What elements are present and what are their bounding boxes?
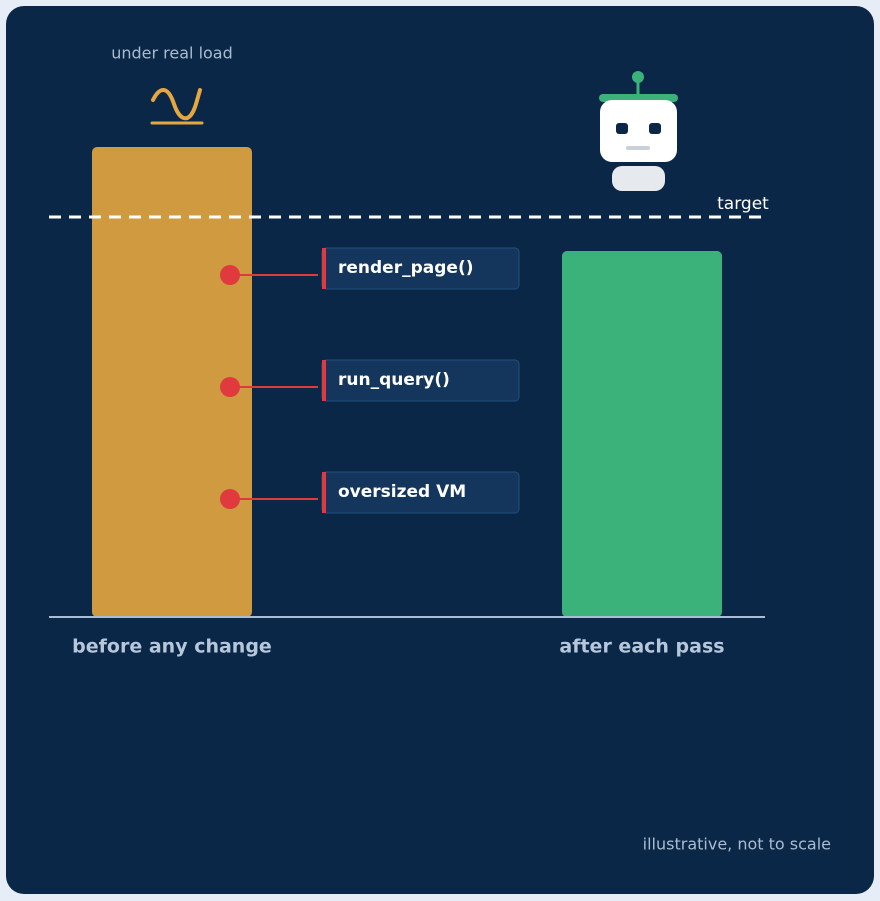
wave-icon bbox=[150, 88, 204, 125]
hotspot bbox=[220, 265, 240, 285]
hotspot bbox=[220, 377, 240, 397]
callout-label: run_query() bbox=[338, 370, 450, 390]
callout-label: oversized VM bbox=[338, 482, 466, 502]
bar-label: before any change bbox=[72, 636, 272, 658]
hotspot bbox=[220, 489, 240, 509]
callout-label: render_page() bbox=[338, 258, 473, 278]
target-label: target bbox=[717, 194, 769, 214]
robot bbox=[599, 71, 678, 191]
callout-accent bbox=[322, 472, 326, 513]
callout-accent bbox=[322, 360, 326, 401]
bar-label: after each pass bbox=[559, 636, 724, 658]
footnote: illustrative, not to scale bbox=[643, 835, 831, 854]
annotation: under real load bbox=[111, 44, 233, 63]
callout-accent bbox=[322, 248, 326, 289]
bar-after bbox=[562, 251, 722, 617]
bar-before bbox=[92, 147, 252, 617]
